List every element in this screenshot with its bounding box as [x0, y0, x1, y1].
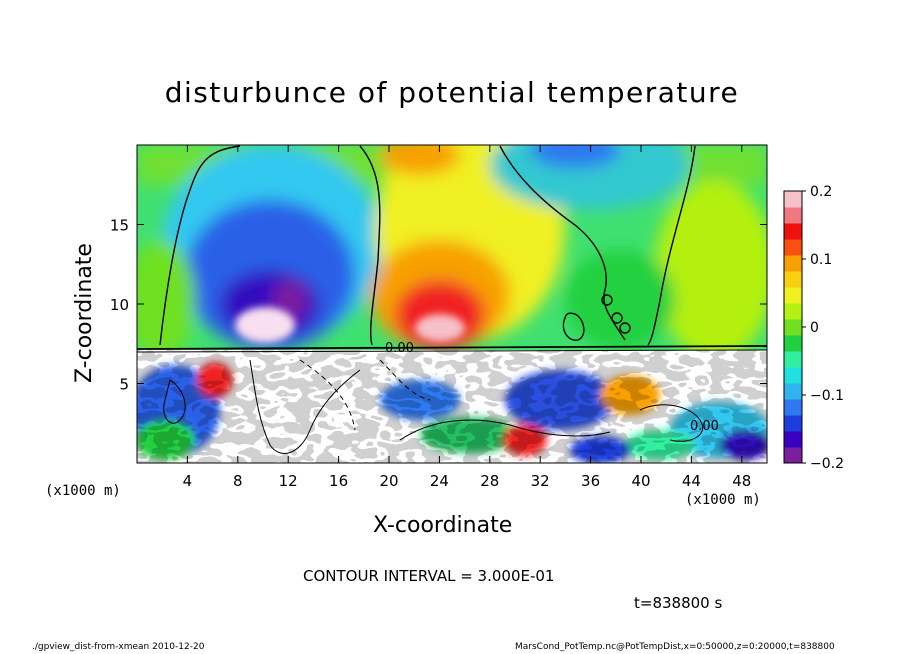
x-tick-label: 44	[682, 472, 701, 490]
contour-lower-2	[399, 419, 611, 441]
colorbar-segment	[784, 207, 802, 224]
x-tick-label: 12	[279, 472, 298, 490]
x-axis-label: X-coordinate	[373, 513, 513, 538]
colorbar-segment	[784, 223, 802, 240]
contour-lines	[137, 145, 767, 454]
contour-right-plume	[499, 145, 696, 346]
colorbar-tick-label: 0.2	[810, 184, 832, 200]
y-axis-label: Z-coordinate	[72, 243, 97, 383]
colorbar-segment	[784, 431, 802, 448]
field-mid-right-green	[565, 250, 675, 350]
colorbar-segment	[784, 447, 802, 464]
footer-source: MarsCond_PotTemp.nc@PotTempDist,x=0:5000…	[515, 642, 835, 652]
colorbar-segment	[784, 383, 802, 400]
x-tick-label: 28	[480, 472, 499, 490]
colorbar-tick-label: −0.1	[810, 388, 844, 404]
colorbar-segment	[784, 335, 802, 352]
colorbar-tick-label: −0.2	[810, 456, 844, 472]
field-lower-speckle	[137, 350, 767, 463]
x-tick-label: 36	[581, 472, 600, 490]
colorbar-segment	[784, 255, 802, 272]
field-cold-white	[235, 307, 295, 343]
colorbar-segment	[784, 271, 802, 288]
y-tick-label: 15	[110, 217, 129, 235]
colorbar-segment	[784, 303, 802, 320]
contour-loop-b	[611, 312, 623, 324]
footer-command: ./gpview_dist-from-xmean 2010-12-20	[32, 642, 205, 652]
y-tick-label: 5	[119, 376, 129, 394]
x-unit-label-left: (x1000 m)	[45, 483, 121, 499]
x-tick-label: 32	[531, 472, 550, 490]
contour-label-upper: 0.00	[385, 341, 414, 356]
x-tick-label: 4	[183, 472, 193, 490]
colorbar-tick-label: 0.1	[810, 252, 832, 268]
contour-small-loop	[562, 312, 585, 341]
x-tick-label: 40	[631, 472, 650, 490]
colorbar-segment	[784, 351, 802, 368]
x-tick-label: 48	[732, 472, 751, 490]
contour-interface-2	[137, 349, 767, 353]
y-axis-ticks: 5 10 15	[110, 217, 767, 394]
x-tick-label: 24	[430, 472, 449, 490]
field-right-column	[655, 180, 767, 360]
colorbar-segment	[784, 367, 802, 384]
colorbar-segment	[784, 191, 802, 208]
contour-label-lower: 0.00	[690, 419, 719, 434]
contour-lower-3	[163, 379, 186, 424]
contour-lower-dashed-1	[299, 359, 356, 431]
contour-loop-c	[619, 322, 631, 334]
contour-loop-a	[601, 294, 613, 306]
chart-title: disturbunce of potential temperature	[164, 76, 740, 109]
colorbar: 0.2 0.1 0 −0.1 −0.2	[783, 184, 844, 472]
colorbar-segment	[784, 399, 802, 416]
contour-interval-text: CONTOUR INTERVAL = 3.000E-01	[303, 567, 555, 585]
x-tick-label: 20	[379, 472, 398, 490]
field-cool-top-right-core	[530, 145, 620, 168]
plot-field	[137, 145, 767, 463]
contour-lower-1	[249, 359, 361, 454]
contour-interface	[137, 345, 767, 350]
contour-lower-4	[639, 404, 703, 442]
x-tick-label: 16	[329, 472, 348, 490]
colorbar-tick-label: 0	[810, 320, 819, 336]
colorbar-segment	[784, 415, 802, 432]
x-tick-label: 8	[233, 472, 243, 490]
y-tick-label: 10	[110, 296, 129, 314]
field-warm-white	[415, 314, 465, 342]
colorbar-segment	[784, 239, 802, 256]
field-warm-top	[380, 145, 460, 175]
x-unit-label-right: (x1000 m)	[685, 492, 761, 508]
time-stamp: t=838800 s	[634, 594, 723, 612]
colorbar-segment	[784, 287, 802, 304]
contour-left-plume	[159, 145, 381, 346]
colorbar-segment	[784, 319, 802, 336]
x-axis-ticks: 4 8 12 16 20 24 28 32 36 40 44 48	[183, 145, 751, 490]
